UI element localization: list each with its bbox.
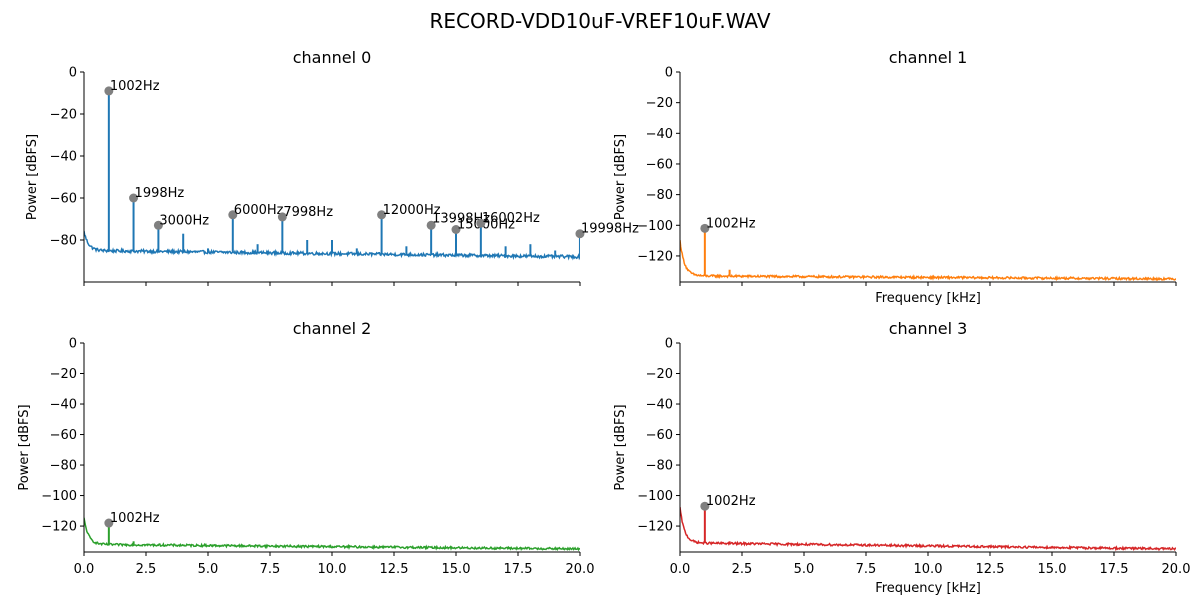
peak-marker <box>575 229 585 239</box>
peak-label: 1002Hz <box>110 79 160 94</box>
peak-label: 1002Hz <box>110 511 160 526</box>
peak-marker <box>104 518 114 528</box>
y-tick-label: −20 <box>50 367 77 382</box>
panel-title: channel 2 <box>293 319 372 338</box>
x-axis-title: Frequency [kHz] <box>875 581 981 596</box>
y-tick-label: 0 <box>69 66 77 81</box>
y-tick-label: −60 <box>646 157 673 172</box>
x-axis-title: Frequency [kHz] <box>875 291 981 306</box>
y-tick-label: −60 <box>646 428 673 443</box>
peak-marker <box>426 220 436 230</box>
y-tick-label: −20 <box>646 96 673 111</box>
peak-marker <box>228 210 238 220</box>
x-tick-label: 7.5 <box>260 562 281 577</box>
y-tick-label: −120 <box>41 520 77 535</box>
y-tick-label: −40 <box>646 127 673 142</box>
peak-marker <box>476 218 486 228</box>
y-tick-label: −100 <box>41 489 77 504</box>
x-tick-label: 12.5 <box>380 562 409 577</box>
y-tick-label: −20 <box>646 367 673 382</box>
peak-marker <box>377 210 387 220</box>
x-tick-label: 12.5 <box>976 562 1005 577</box>
chart-panel-1: channel 1 1002Hz 0 −20 −40 −60 −80 −100 −120 Powe… <box>613 48 1177 306</box>
spectrum-line <box>680 506 1176 552</box>
spectrum-line <box>84 517 580 552</box>
y-tick-label: 0 <box>665 337 673 352</box>
peak-label: 1002Hz <box>706 494 756 509</box>
y-axis-title: Power [dBFS] <box>613 134 628 220</box>
panel-title: channel 1 <box>889 48 968 67</box>
y-tick-label: 0 <box>665 66 673 81</box>
x-tick-label: 0.0 <box>670 562 691 577</box>
peak-marker <box>104 86 114 96</box>
y-tick-label: −80 <box>50 234 77 249</box>
peak-marker <box>129 193 139 203</box>
y-tick-label: 0 <box>69 337 77 352</box>
peak-marker <box>700 501 710 511</box>
x-tick-label: 5.0 <box>794 562 815 577</box>
x-tick-label: 5.0 <box>198 562 219 577</box>
x-tick-label: 20.0 <box>1162 562 1191 577</box>
peak-label: 3000Hz <box>159 213 209 228</box>
peak-label: 16002Hz <box>482 211 540 226</box>
y-tick-label: −80 <box>646 459 673 474</box>
figure-title: RECORD-VDD10uF-VREF10uF.WAV <box>430 9 771 33</box>
x-tick-label: 15.0 <box>442 562 471 577</box>
x-tick-label: 20.0 <box>566 562 595 577</box>
peak-label: 13998Hz <box>432 211 490 226</box>
chart-panel-3: channel 3 1002Hz 0 −20 −40 −60 −80 −100 −120 0.0 2… <box>613 319 1190 596</box>
y-tick-label: −20 <box>50 108 77 123</box>
y-axis-title: Power [dBFS] <box>25 134 40 220</box>
x-tick-label: 15.0 <box>1038 562 1067 577</box>
x-tick-label: 17.5 <box>504 562 533 577</box>
peak-label: 15000Hz <box>457 218 515 233</box>
peak-marker <box>451 225 461 234</box>
chart-panel-2: channel 2 1002Hz 0 −20 −40 −60 −80 −100 −120 0.0 2… <box>17 319 594 577</box>
peak-marker <box>700 223 710 233</box>
x-tick-label: 10.0 <box>318 562 347 577</box>
y-tick-label: −40 <box>646 398 673 413</box>
x-tick-label: 2.5 <box>732 562 753 577</box>
chart-panel-0: channel 0 1002Hz 1998Hz 3000Hz 6000Hz 7998Hz 1… <box>25 48 639 286</box>
peak-label: 7998Hz <box>283 205 333 220</box>
y-tick-label: −40 <box>50 150 77 165</box>
y-tick-label: −40 <box>50 398 77 413</box>
peak-label: 6000Hz <box>234 203 284 218</box>
x-tick-label: 17.5 <box>1100 562 1129 577</box>
peak-label: 19998Hz <box>581 222 639 237</box>
y-tick-label: −60 <box>50 428 77 443</box>
y-tick-label: −60 <box>50 192 77 207</box>
y-tick-label: −100 <box>637 219 673 234</box>
y-tick-label: −80 <box>50 459 77 474</box>
panel-title: channel 0 <box>293 48 372 67</box>
y-tick-label: −120 <box>637 520 673 535</box>
y-axis-title: Power [dBFS] <box>17 404 32 490</box>
panel-title: channel 3 <box>889 319 968 338</box>
x-tick-label: 7.5 <box>856 562 877 577</box>
x-tick-label: 2.5 <box>136 562 157 577</box>
y-tick-label: −80 <box>646 188 673 203</box>
y-axis-title: Power [dBFS] <box>613 404 628 490</box>
peak-label: 1002Hz <box>706 216 756 231</box>
peak-label: 12000Hz <box>383 203 441 218</box>
x-tick-label: 0.0 <box>74 562 95 577</box>
y-tick-label: −100 <box>637 489 673 504</box>
peak-marker <box>277 212 287 222</box>
peak-marker <box>153 220 163 230</box>
spectrum-line <box>680 239 1176 282</box>
x-tick-label: 10.0 <box>914 562 943 577</box>
peak-label: 1998Hz <box>135 186 185 201</box>
y-tick-label: −120 <box>637 249 673 264</box>
